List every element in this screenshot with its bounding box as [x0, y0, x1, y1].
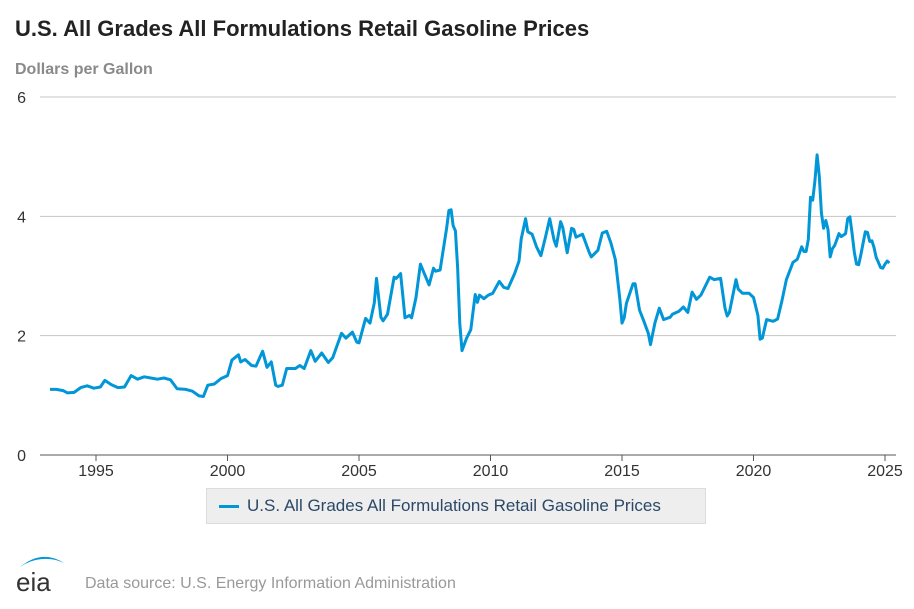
legend[interactable]: U.S. All Grades All Formulations Retail …: [206, 488, 706, 524]
legend-label: U.S. All Grades All Formulations Retail …: [247, 496, 661, 515]
y-tick-label: 6: [17, 90, 26, 107]
x-tick-label: 1995: [78, 463, 114, 480]
legend-swatch: [219, 504, 239, 508]
x-tick-label: 2005: [341, 463, 377, 480]
eia-logo: eia: [16, 556, 64, 595]
y-tick-label: 4: [17, 209, 26, 226]
y-tick-label: 2: [17, 329, 26, 346]
series-line: [50, 153, 891, 398]
x-tick-label: 2000: [210, 463, 246, 480]
x-tick-label: 2025: [867, 463, 903, 480]
y-axis-label: Dollars per Gallon: [15, 61, 153, 78]
line-chart: 0 2 4 6 1995 2000 2005 2010 2015 2020 2025: [17, 90, 903, 480]
svg-text:eia: eia: [16, 567, 51, 595]
y-tick-label: 0: [17, 448, 26, 465]
x-tick-label: 2020: [736, 463, 772, 480]
x-tick-label: 2015: [604, 463, 640, 480]
chart-title: U.S. All Grades All Formulations Retail …: [15, 16, 590, 41]
x-tick-label: 2010: [473, 463, 509, 480]
data-source: Data source: U.S. Energy Information Adm…: [85, 575, 456, 592]
